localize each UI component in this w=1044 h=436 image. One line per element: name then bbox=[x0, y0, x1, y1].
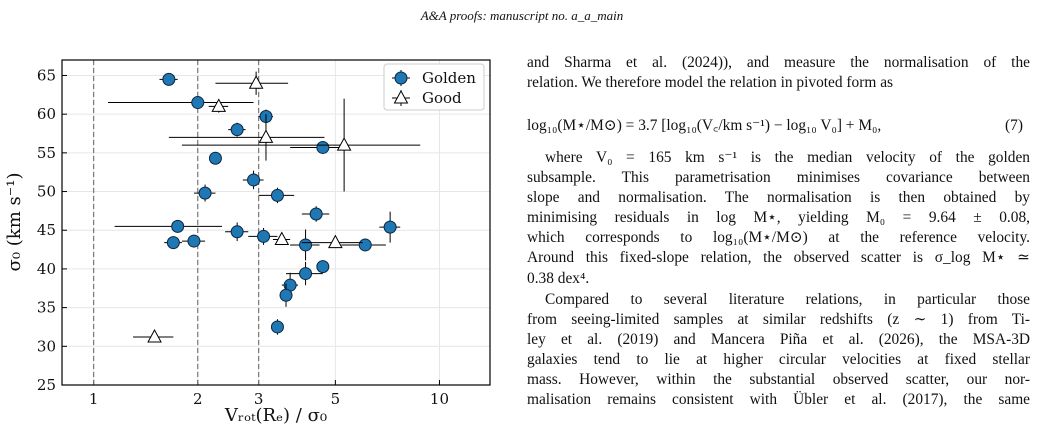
y-tick-label: 65 bbox=[37, 66, 56, 84]
y-tick-label: 55 bbox=[37, 144, 56, 162]
text-line: mass. However, within the substantial ob… bbox=[527, 371, 1030, 388]
y-tick-label: 40 bbox=[37, 260, 56, 278]
text-line: Compared to several literature relations… bbox=[545, 291, 1030, 308]
data-point bbox=[328, 234, 343, 249]
x-axis-label: Vᵣₒₜ(Rₑ) / σ₀ bbox=[224, 405, 327, 426]
data-point bbox=[198, 186, 212, 200]
data-point bbox=[187, 234, 201, 248]
plot-frame bbox=[61, 59, 491, 386]
chart: Vᵣₒₜ(Rₑ) / σ₀ σ₀ (km s⁻¹) 25303540455055… bbox=[4, 59, 491, 426]
data-point bbox=[336, 137, 352, 151]
running-header: A&A proofs: manuscript no. a_a_main bbox=[420, 8, 624, 23]
data-point bbox=[270, 188, 284, 202]
data-point bbox=[299, 267, 313, 281]
text-line: where V₀ = 165 km s⁻¹ is the median velo… bbox=[545, 149, 1030, 166]
text-line: slope and normalisation. The normalisati… bbox=[527, 189, 1030, 206]
data-point bbox=[208, 151, 222, 165]
data-point bbox=[162, 72, 176, 86]
text-line: galaxies tend to lie at higher circular … bbox=[527, 351, 1030, 368]
y-tick-label: 60 bbox=[37, 105, 56, 123]
data-point bbox=[230, 123, 244, 137]
legend-label: Good bbox=[422, 89, 462, 107]
data-point bbox=[230, 225, 244, 239]
data-point bbox=[171, 219, 185, 233]
data-point bbox=[316, 260, 330, 274]
x-tick-label: 10 bbox=[430, 390, 449, 408]
data-point bbox=[257, 229, 271, 243]
x-tick-label: 5 bbox=[331, 390, 341, 408]
data-point bbox=[211, 98, 227, 112]
legend-label: Golden bbox=[422, 69, 476, 87]
text-line: relation. We therefore model the relatio… bbox=[527, 74, 894, 91]
x-tick-label: 1 bbox=[89, 390, 99, 408]
data-point bbox=[270, 320, 284, 334]
y-tick-label: 35 bbox=[37, 299, 56, 317]
data-point bbox=[383, 220, 397, 234]
x-tick-label: 3 bbox=[254, 390, 264, 408]
data-point bbox=[191, 96, 205, 110]
text-line: from seeing-limited samples at similar r… bbox=[527, 311, 1030, 328]
equation: log₁₀(M⋆/M⊙) = 3.7 [log₁₀(V꜀/km s⁻¹) − l… bbox=[527, 117, 882, 134]
text-line: and Sharma et al. (2024)), and measure t… bbox=[527, 54, 1030, 71]
data-point bbox=[274, 231, 290, 246]
text-line: subsample. This parametrisation minimise… bbox=[527, 169, 1030, 186]
y-tick-label: 45 bbox=[37, 221, 56, 239]
data-point bbox=[279, 288, 293, 302]
data-point bbox=[147, 328, 162, 343]
data-point bbox=[316, 140, 330, 154]
text-line: 0.38 dex⁴. bbox=[527, 270, 590, 287]
data-point bbox=[309, 207, 323, 221]
x-tick-label: 2 bbox=[193, 390, 203, 408]
data-point bbox=[299, 238, 313, 252]
y-tick-label: 25 bbox=[37, 376, 56, 394]
y-tick-label: 30 bbox=[37, 337, 56, 355]
text-line: ley et al. (2019) and Mancera Piña et al… bbox=[527, 331, 1030, 348]
data-point bbox=[258, 129, 274, 143]
text-line: minimising residuals in log M⋆, yielding… bbox=[527, 209, 1030, 226]
legend-marker bbox=[394, 71, 408, 85]
text-line: Around this fixed-slope relation, the ob… bbox=[527, 249, 1030, 266]
text-line: malisation remains consistent with Übler… bbox=[527, 391, 1030, 408]
y-axis-label: σ₀ (km s⁻¹) bbox=[4, 173, 25, 272]
data-point bbox=[248, 75, 264, 89]
data-point bbox=[166, 236, 180, 250]
text-line: which corresponds to log₁₀(M⋆/M⊙) at the… bbox=[527, 229, 1030, 246]
y-tick-label: 50 bbox=[37, 183, 56, 201]
data-point bbox=[358, 238, 372, 252]
data-point bbox=[247, 173, 261, 187]
legend-marker bbox=[393, 89, 409, 104]
equation-number: (7) bbox=[1005, 117, 1023, 134]
